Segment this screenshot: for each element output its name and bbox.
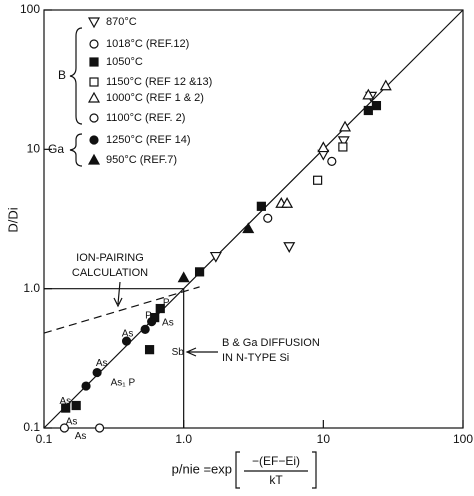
point-label: As <box>59 396 71 407</box>
reference-line <box>44 288 185 428</box>
y-tick-label: 10 <box>27 142 41 156</box>
x-label-bracket <box>235 451 317 489</box>
annotation: IN N-TYPE Si <box>222 352 289 364</box>
marker <box>339 120 352 132</box>
legend-label: 1000°C (REF 1 & 2) <box>106 92 204 104</box>
x-label-numerator: −(EF−Ei) <box>252 454 300 468</box>
marker <box>144 345 155 355</box>
legend-label: 1100°C (REF. 2) <box>106 112 185 124</box>
legend-label: 1250°C (REF 14) <box>106 134 191 146</box>
y-tick-label: 0.1 <box>23 420 40 434</box>
marker <box>263 213 273 223</box>
legend-marker <box>87 17 101 29</box>
y-tick-label: 1.0 <box>23 281 40 295</box>
marker <box>177 271 190 283</box>
legend-marker <box>89 57 99 67</box>
marker <box>363 105 373 116</box>
marker <box>94 423 105 433</box>
marker <box>327 156 337 166</box>
legend-label: 950°C (REF.7) <box>106 154 177 166</box>
marker <box>140 324 150 335</box>
annotation: ION-PAIRING <box>76 252 144 264</box>
y-tick-label: 100 <box>20 2 40 16</box>
annotation: B & Ga DIFFUSION <box>222 337 320 349</box>
point-label: As <box>122 328 134 339</box>
marker <box>313 175 323 185</box>
point-label: As <box>66 416 78 427</box>
marker <box>194 267 205 277</box>
marker <box>61 403 71 413</box>
marker <box>362 88 375 100</box>
marker <box>317 141 330 153</box>
marker <box>379 79 392 91</box>
annotation-arrow <box>113 281 123 308</box>
plot-frame <box>43 9 464 429</box>
x-label-denominator: kT <box>269 473 283 487</box>
legend-marker <box>89 77 99 87</box>
marker <box>121 336 132 346</box>
reference-line <box>43 286 200 334</box>
x-tick-label: 100 <box>453 432 473 446</box>
marker <box>281 197 294 208</box>
marker <box>209 251 222 263</box>
legend-group-label: B <box>58 68 66 82</box>
marker <box>256 201 266 211</box>
marker <box>337 136 350 148</box>
legend-brace <box>69 27 83 125</box>
annotation-arrow <box>185 347 218 357</box>
legend-marker <box>87 91 101 103</box>
marker <box>71 400 81 411</box>
point-label: P <box>145 310 152 321</box>
point-label: As <box>75 431 87 442</box>
x-tick-label: 1.0 <box>175 432 192 446</box>
legend-label: 1018°C (REF.12) <box>106 38 189 50</box>
marker <box>92 367 102 378</box>
legend-label: 1050°C <box>106 56 143 68</box>
x-tick-label: 10 <box>317 432 331 446</box>
marker <box>81 381 91 391</box>
legend-brace <box>69 133 83 167</box>
point-label: As <box>96 358 108 369</box>
x-tick-label: 0.1 <box>36 432 53 446</box>
legend-group-label: Ga <box>48 142 64 156</box>
point-label: P <box>163 298 170 309</box>
point-label: Sb <box>172 347 185 358</box>
reference-line <box>43 9 464 429</box>
legend-label: 1150°C (REF 12 &13) <box>106 76 212 88</box>
legend-marker <box>89 135 99 145</box>
point-label: As <box>162 317 174 328</box>
point-label: As₁ P <box>111 378 136 389</box>
y-axis-label: D/Di <box>5 207 20 232</box>
annotation: CALCULATION <box>72 267 148 279</box>
x-axis-label: p/nie =exp <box>172 461 232 476</box>
legend-marker <box>89 113 99 123</box>
marker <box>147 317 157 327</box>
marker <box>338 142 348 152</box>
marker <box>155 303 165 314</box>
legend-label: 870°C <box>106 16 137 28</box>
marker <box>371 101 382 111</box>
marker <box>59 423 70 433</box>
marker <box>283 242 296 253</box>
marker <box>242 222 255 234</box>
legend-marker <box>87 153 101 165</box>
legend-marker <box>89 39 99 49</box>
